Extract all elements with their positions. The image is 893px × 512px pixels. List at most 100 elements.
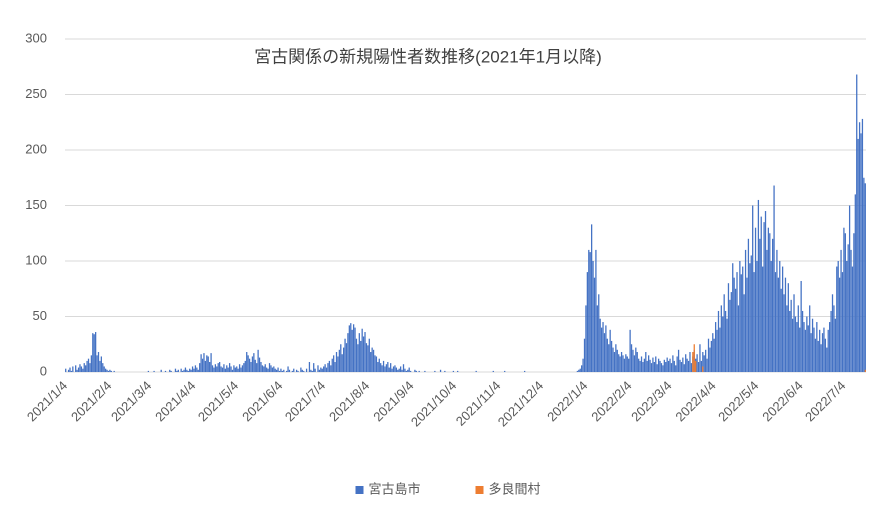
bar [632,349,634,372]
bar [308,362,311,372]
bar [334,362,336,372]
bar [824,338,827,372]
bar [452,370,455,372]
bar [72,366,74,372]
bar [750,255,752,372]
bar [210,353,212,372]
bar [814,338,817,372]
bar [194,365,197,372]
bar [160,369,162,372]
bar [813,327,815,372]
bar [806,316,808,372]
bar [77,367,80,372]
bar [270,365,272,372]
bar [590,224,593,372]
bar [355,338,358,372]
bar [605,325,607,372]
bar [809,305,811,372]
bar [717,310,720,372]
bar [669,358,671,372]
bar [819,329,821,372]
bar [444,370,446,372]
bar [783,294,785,372]
bar [707,338,710,372]
bar [834,318,836,372]
bar [226,365,228,372]
bar [774,272,777,372]
bar [524,370,526,372]
bar [86,360,88,372]
bar [377,362,379,372]
bar [679,359,681,372]
bar [760,216,762,372]
bar [439,369,442,372]
bar [324,364,326,372]
bar [295,369,298,372]
bar [287,366,289,372]
bar [372,349,375,372]
bar [224,368,226,372]
bar [655,356,657,372]
bar [579,368,581,372]
bar [267,368,269,372]
bar [338,349,341,372]
bar [722,316,724,372]
bar [846,261,848,372]
bar [170,370,172,372]
bar [648,355,650,372]
bar [702,352,704,372]
bar [405,370,407,372]
bar [70,370,73,372]
bar [843,227,845,372]
bar [348,325,350,372]
bar [847,244,849,372]
bar [724,310,727,372]
bar [234,367,236,372]
bar [209,362,211,372]
bar [626,356,628,372]
bar [799,327,801,372]
bar [237,368,239,372]
bar [667,360,670,372]
bar [357,344,359,372]
bar [402,364,405,372]
bar [76,369,78,372]
bar [260,362,262,372]
bar [850,249,852,372]
bar [683,364,685,372]
bar [793,294,795,372]
bar [636,352,638,372]
bar [827,329,829,372]
bar [598,294,600,372]
bar [268,363,271,372]
bar [361,328,363,372]
bar [773,185,775,372]
bar [247,355,249,372]
bar [732,263,734,372]
bar [358,333,360,372]
bar [370,352,372,372]
bar [276,369,278,372]
bar [576,370,579,372]
bar [153,370,155,372]
bar [857,138,859,372]
bar [609,329,611,372]
bar [374,355,376,372]
bar [181,370,184,372]
bar [794,316,797,372]
bar [578,369,580,372]
bar [864,183,866,372]
bar [747,238,750,372]
bar [858,122,861,372]
bar [364,332,366,372]
bar [672,355,674,372]
bar [197,369,199,372]
bar [297,370,299,372]
bar [596,305,598,372]
bar [457,370,459,372]
bar [804,329,807,372]
legend-swatch [475,486,484,494]
bar [216,366,218,372]
bar [254,359,256,372]
bar [104,368,107,372]
